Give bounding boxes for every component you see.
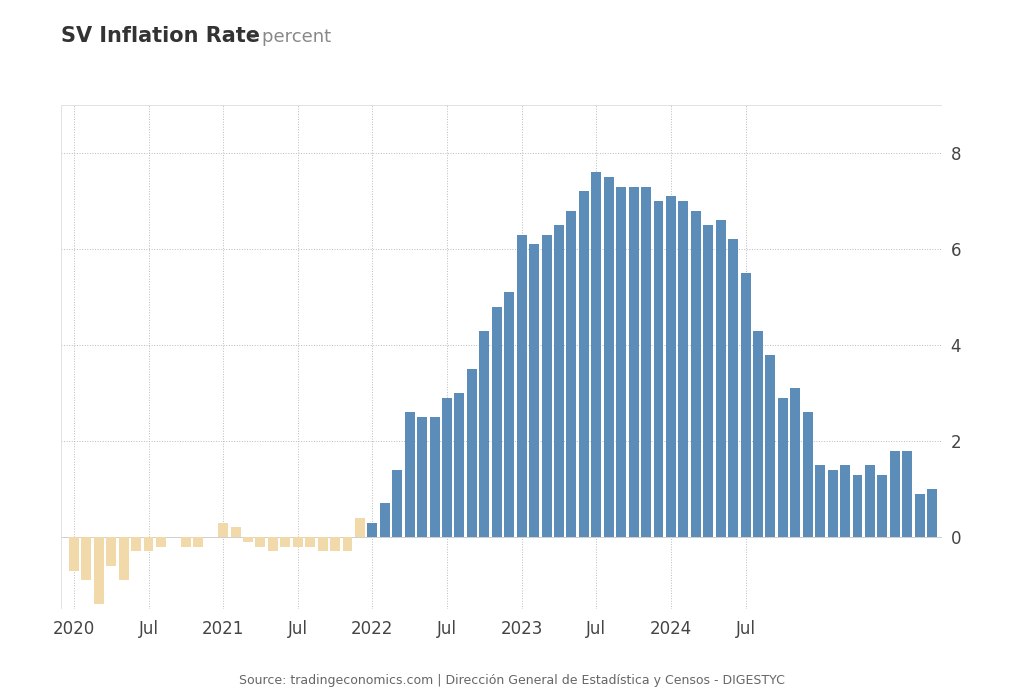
Bar [106,537,116,566]
Bar [504,292,514,537]
Bar [417,417,427,537]
Bar [368,523,378,537]
Bar [791,389,801,537]
Bar [778,398,787,537]
Bar [343,537,352,552]
Bar [766,355,775,537]
Bar [542,234,552,537]
Bar [678,201,688,537]
Bar [181,537,190,547]
Bar [317,537,328,552]
Text: Source: tradingeconomics.com | Dirección General de Estadística y Censos - DIGES: Source: tradingeconomics.com | Dirección… [239,674,785,687]
Bar [604,177,613,537]
Bar [330,537,340,552]
Bar [455,393,465,537]
Bar [691,211,700,537]
Bar [716,220,726,537]
Bar [479,330,489,537]
Text: SV Inflation Rate: SV Inflation Rate [61,25,260,46]
Bar [728,239,738,537]
Bar [281,537,291,547]
Bar [629,187,639,537]
Bar [890,451,900,537]
Bar [815,465,825,537]
Bar [218,523,228,537]
Bar [914,494,925,537]
Bar [840,465,850,537]
Bar [591,172,601,537]
Text: - percent: - percent [244,27,331,46]
Bar [143,537,154,552]
Bar [566,211,577,537]
Bar [529,244,539,537]
Bar [355,518,365,537]
Bar [230,527,241,537]
Bar [666,196,676,537]
Bar [616,187,626,537]
Bar [641,187,651,537]
Bar [554,225,564,537]
Bar [803,412,813,537]
Bar [69,537,79,570]
Bar [293,537,303,547]
Bar [305,537,315,547]
Bar [517,234,526,537]
Bar [442,398,452,537]
Bar [865,465,874,537]
Bar [119,537,129,580]
Bar [703,225,713,537]
Bar [927,489,937,537]
Bar [243,537,253,542]
Bar [392,470,402,537]
Bar [255,537,265,547]
Bar [753,330,763,537]
Bar [156,537,166,547]
Bar [878,475,888,537]
Bar [653,201,664,537]
Bar [268,537,278,552]
Bar [467,369,477,537]
Bar [404,412,415,537]
Bar [194,537,203,547]
Bar [492,307,502,537]
Bar [94,537,103,604]
Bar [827,470,838,537]
Bar [131,537,141,552]
Bar [81,537,91,580]
Bar [380,503,390,537]
Bar [579,191,589,537]
Bar [740,273,751,537]
Bar [430,417,439,537]
Bar [902,451,912,537]
Bar [853,475,862,537]
